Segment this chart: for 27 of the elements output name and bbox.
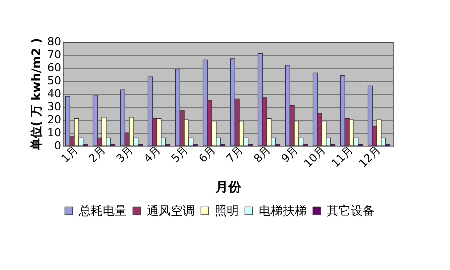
x-tick-label: 12月 [356, 144, 384, 170]
x-tick-label: 7月 [224, 144, 246, 166]
x-tick-label: 11月 [329, 144, 356, 170]
legend-label: 总耗电量 [78, 204, 127, 218]
y-tick-label: 80 [48, 36, 62, 48]
y-tick-label: 0 [54, 140, 62, 152]
x-tick-label: 5月 [169, 144, 191, 166]
y-tick-label: 10 [48, 126, 62, 140]
y-tick-label: 40 [48, 88, 62, 100]
x-tick-label: 10月 [302, 144, 328, 170]
x-tick-label: 3月 [114, 144, 136, 166]
y-tick-label: 30 [48, 100, 62, 114]
x-tick-label: 4月 [142, 144, 164, 166]
x-tick-label: 2月 [86, 144, 108, 166]
x-tick-label: 9月 [279, 144, 301, 166]
legend-label: 其它设备 [327, 204, 375, 218]
y-axis-title: 单位( 万 kwh/m2 ) [30, 38, 44, 152]
x-axis-title: 月份 [214, 180, 242, 196]
y-tick-label: 60 [48, 62, 62, 74]
legend-label: 照明 [215, 204, 239, 218]
x-tick-label: 8月 [252, 144, 274, 166]
y-tick-label: 20 [48, 114, 62, 126]
legend-label: 电梯扶梯 [259, 204, 307, 218]
legend-label: 通风空调 [147, 204, 195, 218]
y-tick-label: 50 [48, 74, 62, 88]
x-tick-label: 6月 [196, 144, 218, 166]
y-tick-label: 70 [48, 48, 62, 62]
